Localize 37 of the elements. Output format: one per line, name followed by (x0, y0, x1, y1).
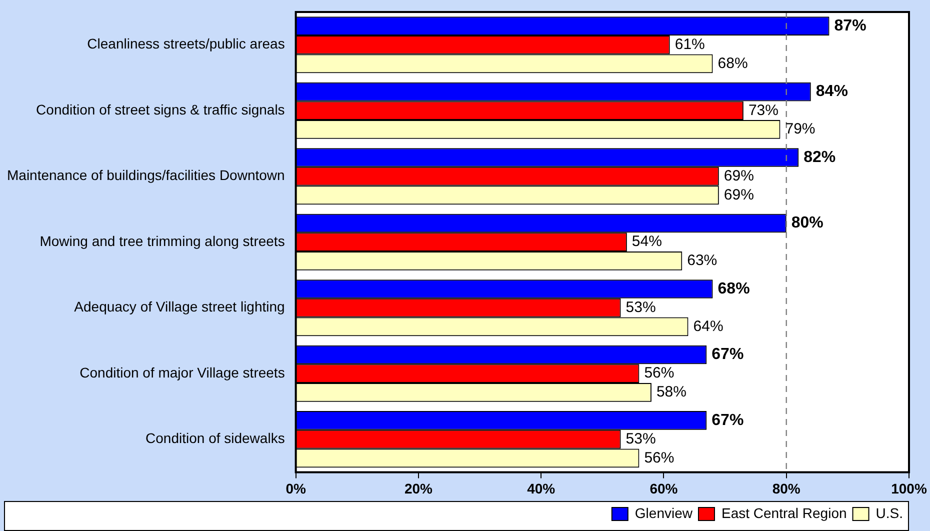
data-label: 73% (748, 102, 778, 119)
data-label: 84% (816, 83, 848, 100)
y-tick-label: Cleanliness streets/public areas (87, 36, 285, 52)
legend-label: U.S. (876, 504, 904, 521)
x-tick-label: 100% (891, 480, 928, 496)
data-label: 58% (656, 384, 686, 401)
data-label: 87% (834, 17, 866, 34)
data-label: 54% (632, 233, 662, 250)
y-tick-label: Maintenance of buildings/facilities Downtown (6, 167, 285, 184)
x-tick-label: 20% (404, 480, 434, 496)
x-tick-label: 80% (772, 480, 801, 496)
data-label: 56% (644, 449, 674, 466)
x-tick-label: 40% (527, 480, 556, 496)
data-label: 53% (626, 298, 656, 316)
data-label: 53% (626, 430, 656, 448)
data-label: 64% (693, 318, 724, 335)
x-tick-label: 0% (286, 480, 306, 496)
y-tick-label: Mowing and tree trimming along streets (40, 232, 285, 249)
data-label: 68% (718, 54, 748, 72)
data-label: 61% (674, 36, 705, 54)
data-label: 63% (687, 252, 718, 270)
y-tick-label: Condition of street signs & traffic signals (36, 101, 285, 118)
x-tick-label: 60% (650, 480, 678, 496)
y-tick-label: Condition of major Village streets (80, 364, 285, 380)
data-label: 82% (804, 148, 836, 166)
data-label: 80% (791, 214, 824, 232)
legend-label: Glenview (634, 504, 694, 521)
data-label: 67% (712, 346, 744, 364)
data-label: 69% (724, 186, 754, 204)
legend-label: East Central Region (721, 504, 847, 521)
y-tick-label: Adequacy of Village street lighting (74, 298, 285, 315)
y-tick-label: Condition of sidewalks (146, 430, 285, 446)
data-label: 67% (712, 412, 744, 429)
data-label: 69% (724, 168, 754, 184)
data-label: 56% (644, 364, 674, 382)
data-label: 68% (718, 280, 750, 298)
data-label: 79% (785, 120, 816, 138)
